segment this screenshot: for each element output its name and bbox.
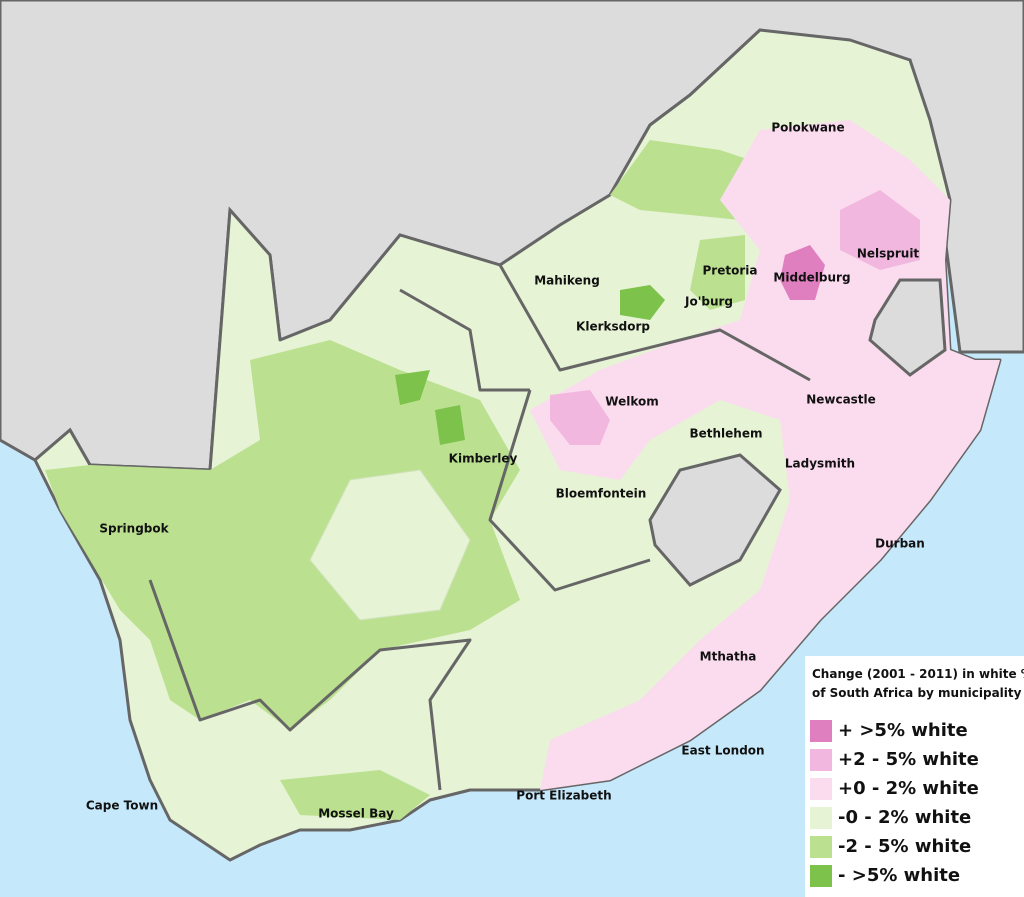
place-label: Cape Town xyxy=(86,799,158,813)
eswatini xyxy=(868,278,947,377)
place-label: Nelspruit xyxy=(857,247,920,261)
place-label: Durban xyxy=(875,537,925,551)
region xyxy=(550,390,610,445)
place-label: East London xyxy=(681,744,764,758)
lesotho xyxy=(648,453,782,587)
place-label: Bloemfontein xyxy=(556,487,647,501)
place-label: Mossel Bay xyxy=(318,807,394,821)
province-border xyxy=(488,389,651,592)
legend-swatch xyxy=(810,865,832,887)
place-label: Port Elizabeth xyxy=(516,789,611,803)
region xyxy=(45,340,520,730)
place-label: Mthatha xyxy=(700,650,757,664)
legend-swatch xyxy=(810,807,832,829)
legend-label: -0 - 2% white xyxy=(838,807,971,828)
place-label: Newcastle xyxy=(806,393,876,407)
place-label: Polokwane xyxy=(771,121,844,135)
legend-swatch xyxy=(810,778,832,800)
legend-swatch xyxy=(810,836,832,858)
region xyxy=(280,770,430,820)
legend-label: +0 - 2% white xyxy=(838,778,979,799)
region xyxy=(530,120,1000,790)
place-label: Klerksdorp xyxy=(576,320,650,334)
region xyxy=(309,469,471,621)
legend-label: -2 - 5% white xyxy=(838,836,971,857)
province-border xyxy=(498,264,811,382)
place-label: Welkom xyxy=(605,395,658,409)
legend-label: +2 - 5% white xyxy=(838,749,979,770)
place-label: Springbok xyxy=(99,522,169,536)
place-label: Kimberley xyxy=(449,452,518,466)
region xyxy=(690,235,745,310)
place-label: Bethlehem xyxy=(689,427,762,441)
legend-label: + >5% white xyxy=(838,720,968,741)
province-border xyxy=(148,579,472,791)
province-border xyxy=(399,288,530,392)
place-label: Pretoria xyxy=(703,264,758,278)
region xyxy=(435,405,465,445)
place-label: Jo'burg xyxy=(684,295,733,309)
legend-swatch xyxy=(810,749,832,771)
region xyxy=(620,285,665,320)
place-label: Ladysmith xyxy=(785,457,855,471)
legend-swatch xyxy=(810,720,832,742)
legend-box xyxy=(805,656,1024,897)
legend-title: Change (2001 - 2011) in white % xyxy=(812,667,1024,681)
legend: Change (2001 - 2011) in white % of South… xyxy=(805,656,1024,897)
legend-label: - >5% white xyxy=(838,865,960,886)
region xyxy=(840,190,920,270)
region xyxy=(395,370,430,405)
place-label: Middelburg xyxy=(773,271,850,285)
place-label: Mahikeng xyxy=(534,274,600,288)
legend-title: of South Africa by municipality xyxy=(812,686,1022,700)
region xyxy=(780,245,825,300)
